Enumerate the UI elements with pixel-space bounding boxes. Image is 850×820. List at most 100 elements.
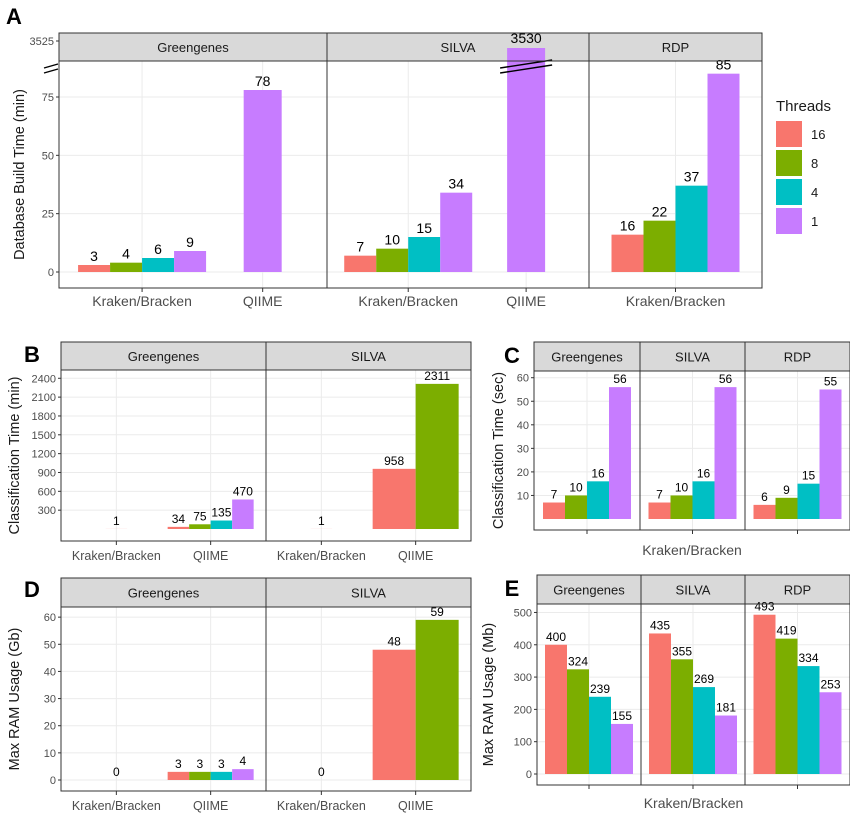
panel-b-facet-greengenes-bar-label: 470 bbox=[233, 484, 253, 498]
panel-c-facet-greengenes-bar-16-threads bbox=[543, 502, 565, 519]
panel-d-y-tick-label: 20 bbox=[44, 721, 56, 733]
panel-a-facet-silva-bar-8-threads bbox=[376, 248, 409, 272]
panel-c-facet-greengenes-bar-8-threads bbox=[565, 495, 587, 519]
panel-b-facet-greengenes-x-category-label: QIIME bbox=[193, 549, 228, 563]
panel-a-facet-silva-bar-16-threads bbox=[344, 255, 377, 272]
panel-c-facet-rdp-bar-8-threads bbox=[775, 497, 798, 519]
panel-c-y-tick-label: 40 bbox=[517, 420, 529, 432]
panel-a-facet-rdp-bar-4-threads bbox=[675, 185, 708, 272]
panel-b-facet-greengenes-strip-label: Greengenes bbox=[128, 349, 200, 364]
panel-c-facet-greengenes-bar-label: 10 bbox=[569, 480, 583, 494]
panel-a-facet-greengenes-bar-label: 9 bbox=[186, 234, 194, 250]
panel-d-facet-greengenes-x-category-label: QIIME bbox=[193, 799, 228, 813]
panel-b-y-axis-label: Classification Time (min) bbox=[7, 377, 23, 535]
panel-d-facet-silva-border bbox=[265, 606, 472, 792]
panel-e-y-axis-label: Max RAM Usage (Mb) bbox=[481, 623, 497, 766]
panel-a-facet-greengenes-bar-label: 6 bbox=[154, 241, 162, 257]
legend-swatch-8 bbox=[776, 150, 802, 176]
panel-c-facet-rdp-bar-1-threads bbox=[819, 389, 842, 519]
panel-a-facet-rdp-bar-label: 22 bbox=[652, 204, 668, 220]
panel-c-x-axis-label: Kraken/Bracken bbox=[642, 542, 742, 558]
panel-c-facet-rdp-bar-label: 6 bbox=[761, 490, 768, 504]
panel-a-y-tick-label: 3525 bbox=[30, 36, 54, 48]
panel-d-facet-greengenes-bar-label: 3 bbox=[175, 757, 182, 771]
panel-c-facet-rdp-bar-4-threads bbox=[797, 483, 820, 519]
panel-b-facet-greengenes-bar-8-threads bbox=[189, 524, 211, 529]
panel-e-facet-rdp-bar-label: 253 bbox=[820, 677, 840, 691]
panel-c-facet-greengenes-bar-label: 7 bbox=[551, 488, 558, 502]
panel-e-y-tick-label: 500 bbox=[514, 607, 532, 619]
panel-a-facet-silva-bar-1-threads bbox=[440, 192, 473, 272]
panel-a-facet-silva-bar-label: 7 bbox=[356, 239, 364, 255]
panel-c-facet-rdp-bar-16-threads bbox=[753, 504, 776, 519]
panel-d-facet-greengenes-bar-16-threads bbox=[167, 771, 190, 780]
panel-a-facet-greengenes-strip-label: Greengenes bbox=[157, 40, 229, 55]
panel-c-letter: C bbox=[504, 343, 520, 368]
panel-c-facet-silva-bar-label: 10 bbox=[675, 480, 689, 494]
panel-b-y-tick-label: 1500 bbox=[32, 430, 56, 442]
panel-a-facet-silva-strip-label: SILVA bbox=[441, 40, 476, 55]
panel-d-y-tick-label: 30 bbox=[44, 694, 56, 706]
panel-c-facet-rdp-bar-label: 55 bbox=[824, 374, 838, 388]
panel-d-facet-silva-bar-label: 0 bbox=[318, 765, 325, 779]
panel-a-facet-silva-bar-1-threads bbox=[507, 48, 546, 272]
panel-d-y-tick-label: 60 bbox=[44, 612, 56, 624]
panel-b-y-tick-label: 300 bbox=[38, 505, 56, 517]
legend-label-8: 8 bbox=[811, 156, 818, 171]
panel-d-facet-silva-bar-8-threads bbox=[415, 619, 459, 780]
panel-e-facet-rdp-strip bbox=[744, 574, 850, 605]
panel-a-facet-rdp-strip bbox=[588, 32, 763, 62]
panel-b-facet-silva-border bbox=[265, 369, 472, 542]
panel-d-facet-greengenes-bar-4-threads bbox=[210, 771, 233, 780]
panel-a-y-axis-label: Database Build Time (min) bbox=[12, 89, 28, 260]
panel-b-facet-greengenes-bar-16-threads bbox=[167, 526, 190, 529]
panel-c-y-axis-label: Classification Time (sec) bbox=[491, 372, 507, 529]
panel-d-facet-silva-bar-16-threads bbox=[372, 649, 416, 780]
panel-d-facet-silva-x-category-label: QIIME bbox=[398, 799, 433, 813]
panel-e-facet-rdp-bar-4-threads bbox=[797, 666, 820, 774]
legend-swatch-4 bbox=[776, 179, 802, 205]
panel-c-y-tick-label: 10 bbox=[517, 490, 529, 502]
panel-d-y-tick-label: 40 bbox=[44, 666, 56, 678]
panel-e-facet-rdp-bar-8-threads bbox=[775, 638, 798, 774]
panel-b-facet-greengenes-bar-label: 34 bbox=[172, 512, 186, 526]
panel-e-y-tick-label: 300 bbox=[514, 672, 532, 684]
panel-b-y-tick-label: 1200 bbox=[32, 449, 56, 461]
panel-e-facet-rdp-strip-label: RDP bbox=[784, 583, 811, 598]
panel-a-facet-rdp-bar-8-threads bbox=[643, 220, 676, 272]
panel-a-facet-silva-bar-label: 34 bbox=[448, 176, 464, 192]
panel-a-facet-silva-bar-label: 15 bbox=[416, 220, 432, 236]
panel-e-facet-greengenes-bar-4-threads bbox=[589, 696, 611, 774]
panel-e-facet-rdp-bar-label: 493 bbox=[754, 600, 774, 614]
panel-e-facet-silva-bar-8-threads bbox=[671, 659, 693, 774]
panel-b-facet-silva-bar-16-threads bbox=[372, 468, 416, 529]
panel-a-facet-greengenes-bar-1-threads bbox=[243, 90, 282, 272]
panel-a-facet-greengenes-x-category-label: QIIME bbox=[243, 293, 283, 309]
panel-c-facet-silva-bar-16-threads bbox=[648, 502, 671, 519]
panel-a-facet-greengenes-plot-area bbox=[59, 61, 327, 288]
panel-c-y-tick-label: 20 bbox=[517, 467, 529, 479]
panel-d-facet-greengenes-bar-label: 0 bbox=[113, 765, 120, 779]
panel-c-y-tick-label: 50 bbox=[517, 396, 529, 408]
panel-d-facet-greengenes-bar-8-threads bbox=[189, 771, 211, 780]
panel-b-facet-greengenes-x-category-label: Kraken/Bracken bbox=[72, 549, 161, 563]
panel-d-facet-greengenes-x-category-label: Kraken/Bracken bbox=[72, 799, 161, 813]
panel-a-facet-rdp-bar-label: 85 bbox=[716, 57, 732, 73]
panel-a-facet-rdp-border bbox=[588, 60, 763, 289]
panel-e-y-tick-label: 0 bbox=[526, 769, 532, 781]
panel-c-facet-silva-bar-4-threads bbox=[692, 481, 715, 519]
panel-e-facet-rdp-bar-1-threads bbox=[819, 692, 842, 774]
panel-a-facet-rdp-strip-label: RDP bbox=[662, 40, 689, 55]
panel-c-facet-greengenes-bar-label: 16 bbox=[591, 466, 605, 480]
panel-d-facet-greengenes-bar-label: 3 bbox=[218, 757, 225, 771]
panel-a-axis-break-mark bbox=[43, 63, 59, 74]
panel-e-facet-greengenes-bar-label: 400 bbox=[546, 630, 566, 644]
panel-c-facet-greengenes-bar-1-threads bbox=[609, 387, 631, 519]
panel-c-facet-rdp-border bbox=[744, 370, 850, 531]
legend-swatch-1 bbox=[776, 208, 802, 234]
panel-a-facet-greengenes-bar-4-threads bbox=[142, 258, 175, 272]
panel-e-facet-silva-bar-label: 181 bbox=[716, 701, 736, 715]
panel-e-facet-greengenes-bar-label: 239 bbox=[590, 682, 610, 696]
panel-a-facet-greengenes-bar-label: 4 bbox=[122, 246, 130, 262]
